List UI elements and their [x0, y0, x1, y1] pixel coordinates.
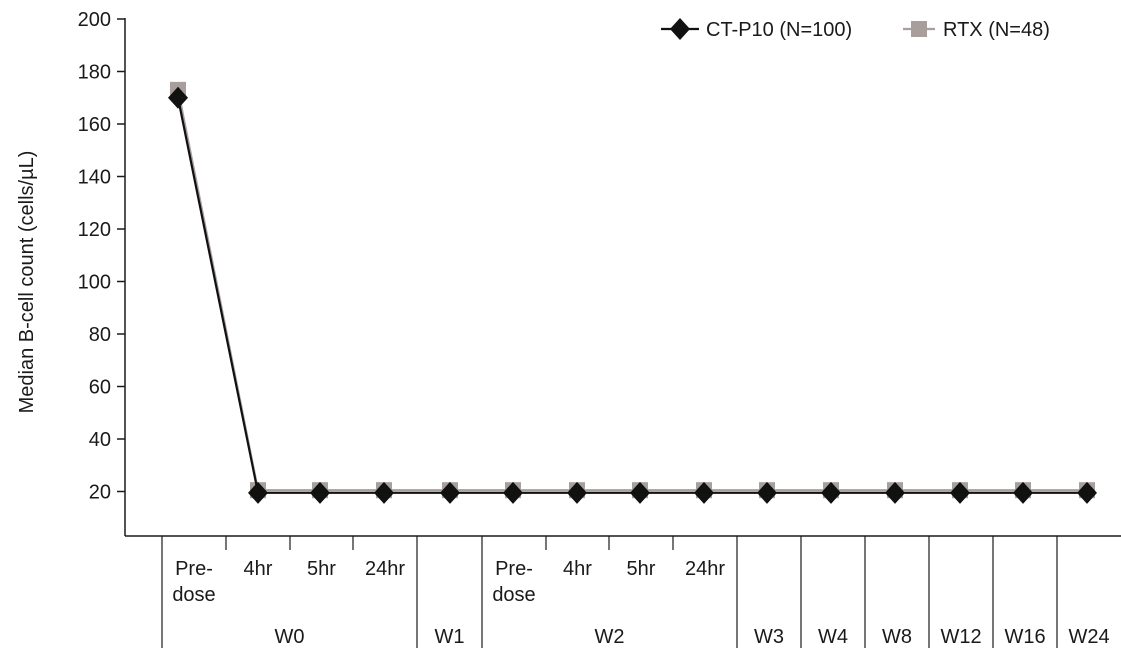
x-group-label: W4: [818, 626, 848, 648]
data-point-ct-p10: [821, 481, 841, 504]
y-tick-label: 100: [78, 272, 111, 294]
x-sub-label: dose: [492, 584, 535, 606]
x-group-label: W12: [940, 626, 981, 648]
data-point-ct-p10: [168, 86, 188, 109]
legend-marker-diamond-icon: [670, 18, 690, 40]
data-point-ct-p10: [1013, 481, 1033, 504]
data-point-ct-p10: [310, 481, 330, 504]
x-group-label: W0: [275, 626, 305, 648]
x-axis: Pre-dose 4hr 5hr 24hr Pre-dose 4hr 5hr 24hr W0 W1…: [125, 535, 1121, 648]
y-tick-label: 20: [89, 482, 111, 504]
data-point-ct-p10: [567, 481, 587, 504]
data-point-ct-p10: [374, 481, 394, 504]
x-group-label: W16: [1004, 626, 1045, 648]
x-sub-label: 4hr: [563, 558, 592, 580]
x-group-label: W1: [435, 626, 465, 648]
data-point-ct-p10: [248, 481, 268, 504]
x-group-label: W3: [754, 626, 784, 648]
y-tick-label: 200: [78, 9, 111, 31]
series-line-rtx: [176, 89, 1087, 492]
x-sub-label: 24hr: [685, 558, 725, 580]
x-group-label: W8: [882, 626, 912, 648]
y-axis-label: Median B-cell count (cells/µL): [16, 151, 38, 414]
y-tick-label: 140: [78, 167, 111, 189]
legend-marker-square-icon: [911, 21, 927, 37]
data-point-ct-p10: [440, 481, 460, 504]
y-tick-label: 40: [89, 429, 111, 451]
data-point-ct-p10: [885, 481, 905, 504]
series-line-ct-p10: [176, 97, 1087, 494]
x-sub-label: 24hr: [365, 558, 405, 580]
x-sub-label: Pre-: [495, 558, 533, 580]
data-point-ct-p10: [694, 481, 714, 504]
data-point-ct-p10: [1077, 481, 1097, 504]
legend-label: RTX (N=48): [943, 19, 1050, 41]
plot-area: [168, 81, 1097, 504]
y-tick-label: 120: [78, 219, 111, 241]
x-group-label: W24: [1068, 626, 1109, 648]
data-point-ct-p10: [503, 481, 523, 504]
y-tick-label: 160: [78, 114, 111, 136]
y-tick-label: 80: [89, 324, 111, 346]
data-point-ct-p10: [950, 481, 970, 504]
data-point-ct-p10: [630, 481, 650, 504]
legend-label: CT-P10 (N=100): [706, 19, 852, 41]
y-axis: 20 40 60 80 100 120 140 160 180 200: [78, 9, 126, 536]
data-point-ct-p10: [757, 481, 777, 504]
x-group-label: W2: [595, 626, 625, 648]
x-sub-label: 5hr: [627, 558, 656, 580]
x-sub-label: dose: [172, 584, 215, 606]
y-tick-label: 60: [89, 377, 111, 399]
y-tick-label: 180: [78, 62, 111, 84]
legend: CT-P10 (N=100) RTX (N=48): [661, 18, 1050, 41]
x-sub-label: 5hr: [307, 558, 336, 580]
x-sub-label: Pre-: [175, 558, 213, 580]
x-sub-label: 4hr: [244, 558, 273, 580]
